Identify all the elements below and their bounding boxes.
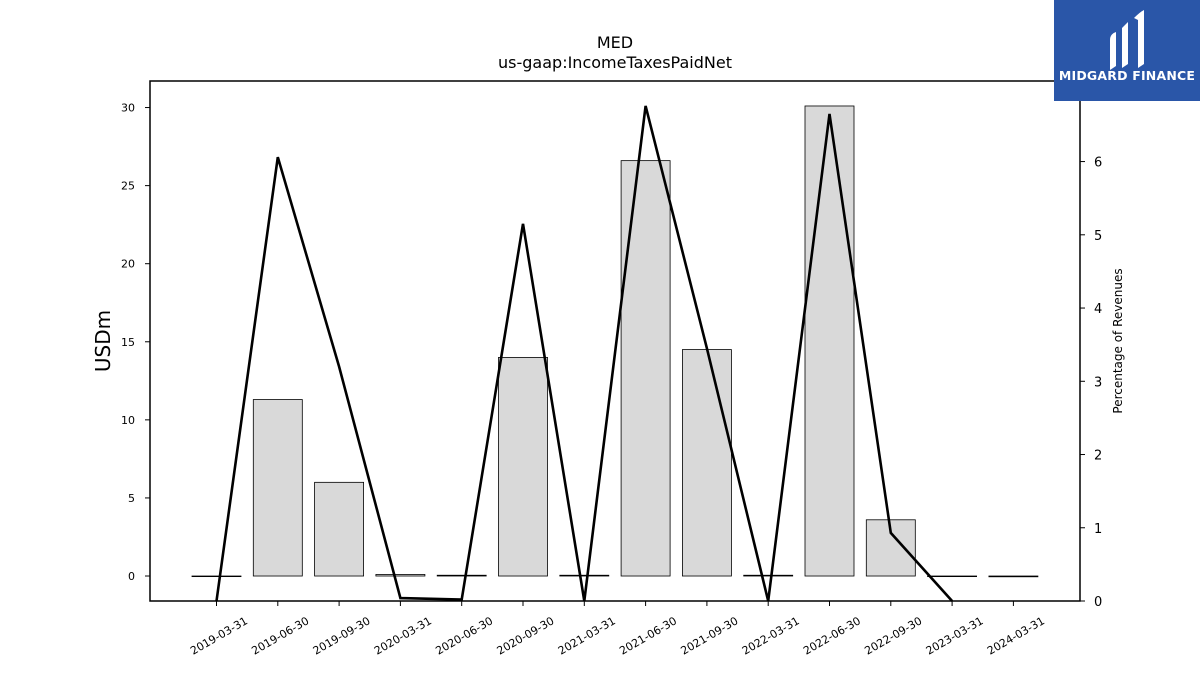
bar <box>927 575 977 578</box>
x-tick-label: 2019-06-30 <box>249 614 311 657</box>
bar <box>252 399 303 577</box>
x-tick-label: 2020-03-31 <box>372 614 434 657</box>
x-tick-label: 2024-03-31 <box>985 614 1047 657</box>
y-tick-label: 20 <box>121 258 135 271</box>
y-tick-label: 25 <box>121 180 135 193</box>
bar <box>682 349 732 577</box>
y2-tick-label: 0 <box>1094 595 1102 610</box>
bar <box>498 356 548 577</box>
x-tick-label: 2020-09-30 <box>495 614 557 657</box>
y2-tick-label: 1 <box>1094 522 1102 537</box>
bar-series <box>191 105 1039 578</box>
y-tick-label: 30 <box>121 102 135 115</box>
x-tick-label: 2020-06-30 <box>433 614 495 657</box>
y2-tick-label: 5 <box>1094 229 1102 244</box>
logo-mark-icon <box>1110 10 1144 70</box>
bar <box>314 481 365 577</box>
bar <box>988 575 1039 578</box>
y-axis-label: USDm <box>91 310 115 372</box>
x-tick-label: 2021-03-31 <box>556 614 618 657</box>
bar <box>620 160 671 577</box>
y-tick-label: 5 <box>128 492 135 505</box>
plot-frame <box>149 80 1081 602</box>
x-tick-label: 2023-03-31 <box>924 614 986 657</box>
x-tick-label: 2022-09-30 <box>862 614 924 657</box>
bar <box>375 574 426 577</box>
y2-tick-label: 4 <box>1094 302 1102 317</box>
y-tick-label: 0 <box>128 570 135 583</box>
y-tick-label: 10 <box>121 414 135 427</box>
y2-tick-label: 3 <box>1094 375 1102 390</box>
y2-tick-label: 2 <box>1094 449 1102 464</box>
x-tick-label: 2022-06-30 <box>801 614 863 657</box>
bar <box>559 574 610 577</box>
y-tick-label: 15 <box>121 336 135 349</box>
y2-tick-label: 6 <box>1094 156 1102 171</box>
x-tick-label: 2022-03-31 <box>740 614 802 657</box>
bar <box>743 574 794 577</box>
chart-title: MED <box>597 33 633 52</box>
x-tick-label: 2019-03-31 <box>188 614 250 657</box>
y2-axis-label: Percentage of Revenues <box>1111 268 1125 413</box>
bar <box>804 105 855 577</box>
logo-text: MIDGARD FINANCE <box>1058 68 1196 83</box>
bar <box>191 575 242 578</box>
chart-subtitle: us-gaap:IncomeTaxesPaidNet <box>498 53 732 72</box>
x-tick-label: 2021-06-30 <box>617 614 679 657</box>
x-tick-label: 2021-09-30 <box>679 614 741 657</box>
x-tick-label: 2019-09-30 <box>311 614 373 657</box>
brand-logo: MIDGARD FINANCE <box>1054 0 1200 101</box>
bar <box>436 574 487 577</box>
